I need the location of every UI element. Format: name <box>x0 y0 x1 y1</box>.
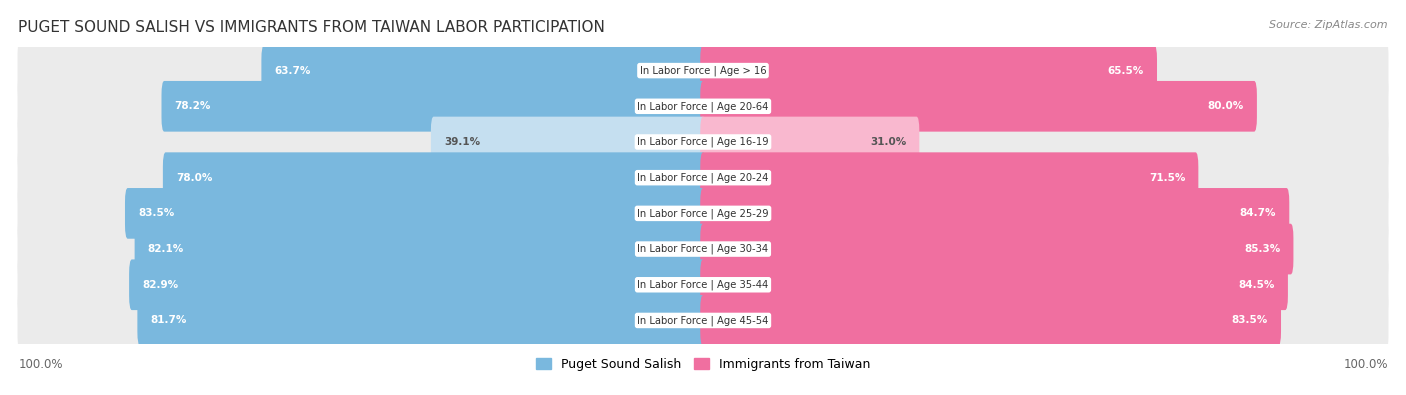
FancyBboxPatch shape <box>17 182 1389 245</box>
Text: 83.5%: 83.5% <box>1232 316 1268 325</box>
Text: 82.9%: 82.9% <box>142 280 179 290</box>
FancyBboxPatch shape <box>17 75 1389 138</box>
FancyBboxPatch shape <box>700 45 1157 96</box>
Text: Source: ZipAtlas.com: Source: ZipAtlas.com <box>1270 20 1388 30</box>
Text: In Labor Force | Age > 16: In Labor Force | Age > 16 <box>640 65 766 76</box>
Text: In Labor Force | Age 35-44: In Labor Force | Age 35-44 <box>637 280 769 290</box>
FancyBboxPatch shape <box>700 295 1281 346</box>
FancyBboxPatch shape <box>17 39 1389 102</box>
Text: 80.0%: 80.0% <box>1208 101 1244 111</box>
FancyBboxPatch shape <box>17 289 1389 352</box>
Text: In Labor Force | Age 45-54: In Labor Force | Age 45-54 <box>637 315 769 326</box>
FancyBboxPatch shape <box>162 81 706 132</box>
FancyBboxPatch shape <box>700 188 1289 239</box>
FancyBboxPatch shape <box>129 260 706 310</box>
FancyBboxPatch shape <box>17 253 1389 316</box>
Text: 39.1%: 39.1% <box>444 137 479 147</box>
Text: 85.3%: 85.3% <box>1244 244 1281 254</box>
Text: In Labor Force | Age 30-34: In Labor Force | Age 30-34 <box>637 244 769 254</box>
FancyBboxPatch shape <box>138 295 706 346</box>
FancyBboxPatch shape <box>700 117 920 167</box>
Text: 71.5%: 71.5% <box>1149 173 1185 182</box>
FancyBboxPatch shape <box>125 188 706 239</box>
Text: In Labor Force | Age 16-19: In Labor Force | Age 16-19 <box>637 137 769 147</box>
Text: 78.2%: 78.2% <box>174 101 211 111</box>
FancyBboxPatch shape <box>262 45 706 96</box>
Text: 31.0%: 31.0% <box>870 137 907 147</box>
FancyBboxPatch shape <box>17 146 1389 209</box>
Text: 83.5%: 83.5% <box>138 209 174 218</box>
FancyBboxPatch shape <box>135 224 706 275</box>
FancyBboxPatch shape <box>430 117 706 167</box>
Text: 81.7%: 81.7% <box>150 316 187 325</box>
FancyBboxPatch shape <box>700 81 1257 132</box>
Text: 63.7%: 63.7% <box>274 66 311 75</box>
Text: 100.0%: 100.0% <box>18 358 63 371</box>
Text: 84.7%: 84.7% <box>1240 209 1277 218</box>
Text: In Labor Force | Age 20-24: In Labor Force | Age 20-24 <box>637 173 769 183</box>
Text: 84.5%: 84.5% <box>1239 280 1275 290</box>
Text: In Labor Force | Age 25-29: In Labor Force | Age 25-29 <box>637 208 769 218</box>
Text: 78.0%: 78.0% <box>176 173 212 182</box>
Text: PUGET SOUND SALISH VS IMMIGRANTS FROM TAIWAN LABOR PARTICIPATION: PUGET SOUND SALISH VS IMMIGRANTS FROM TA… <box>18 20 605 35</box>
Text: 82.1%: 82.1% <box>148 244 184 254</box>
FancyBboxPatch shape <box>17 110 1389 174</box>
FancyBboxPatch shape <box>17 217 1389 281</box>
Text: 100.0%: 100.0% <box>1343 358 1388 371</box>
FancyBboxPatch shape <box>700 224 1294 275</box>
FancyBboxPatch shape <box>163 152 706 203</box>
Legend: Puget Sound Salish, Immigrants from Taiwan: Puget Sound Salish, Immigrants from Taiw… <box>531 353 875 376</box>
FancyBboxPatch shape <box>700 152 1198 203</box>
Text: In Labor Force | Age 20-64: In Labor Force | Age 20-64 <box>637 101 769 111</box>
Text: 65.5%: 65.5% <box>1108 66 1144 75</box>
FancyBboxPatch shape <box>700 260 1288 310</box>
